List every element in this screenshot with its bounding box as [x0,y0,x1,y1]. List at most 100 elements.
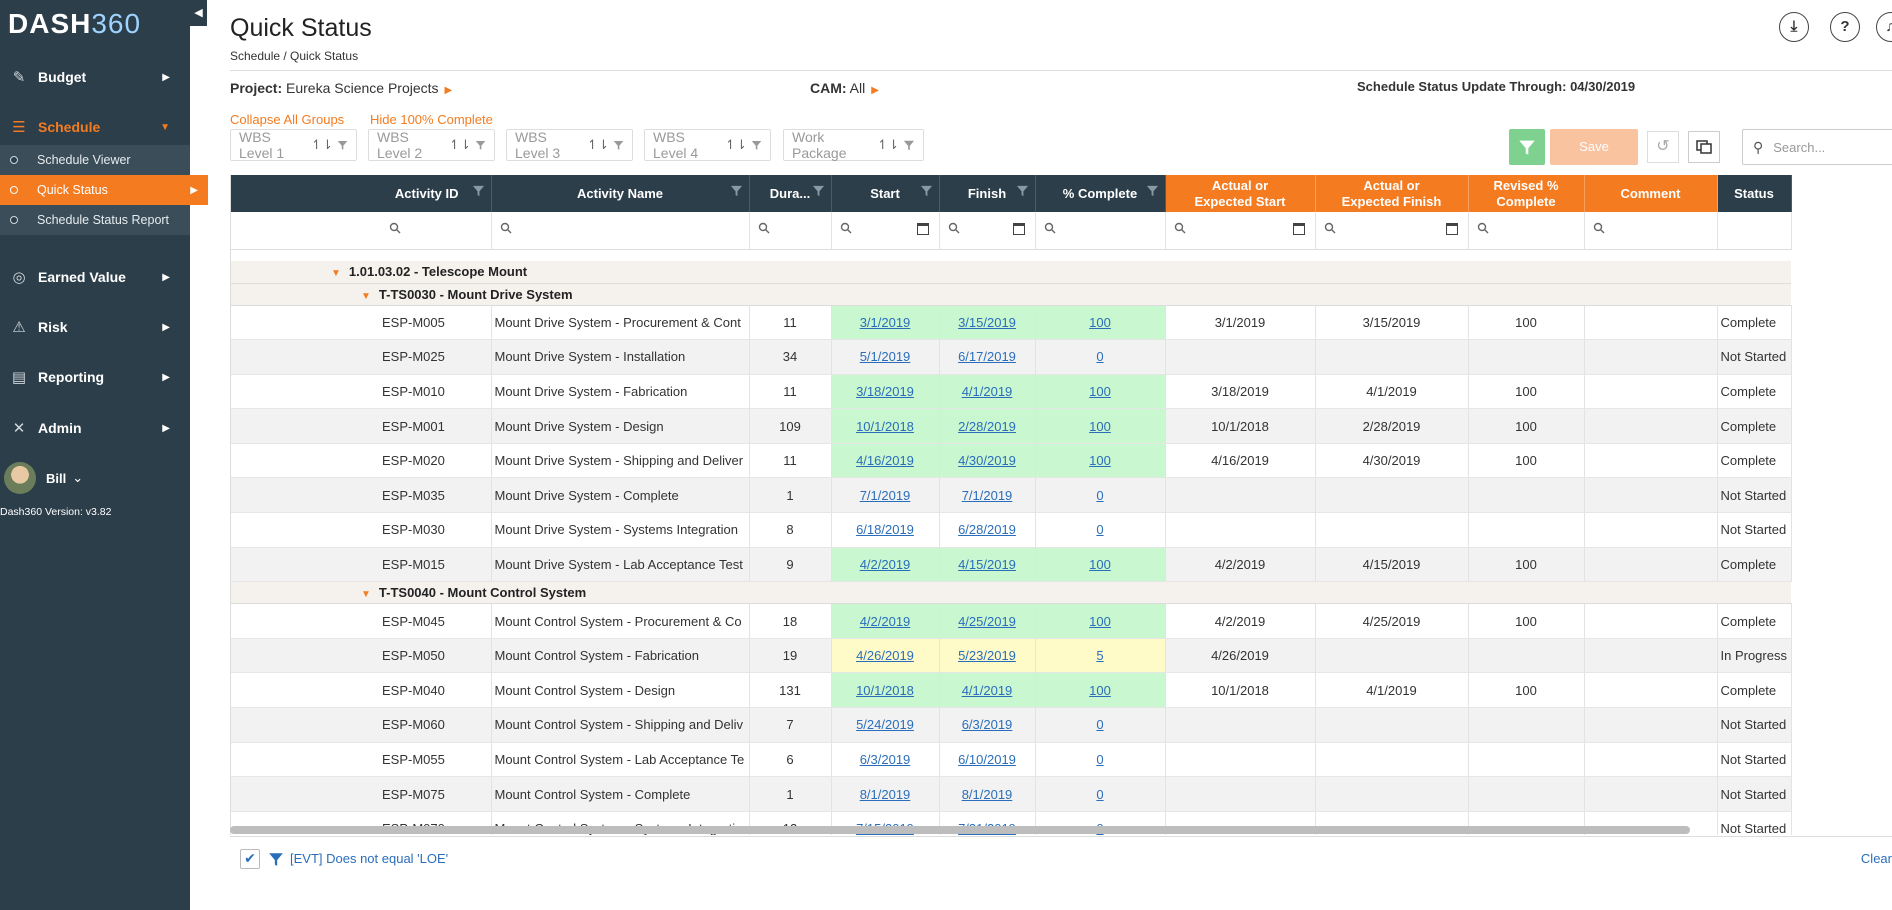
cell-aes[interactable]: 4/2/2019 [1165,603,1316,639]
active-filter-text[interactable]: [EVT] Does not equal 'LOE' [290,851,449,866]
cell-link-finish[interactable]: 5/23/2019 [958,648,1016,664]
cell-finish[interactable]: 6/17/2019 [939,339,1036,375]
cell-link-finish[interactable]: 3/15/2019 [958,314,1016,330]
cell-aef[interactable]: 4/1/2019 [1315,374,1469,410]
caret-down-icon[interactable]: ▼ [361,290,371,302]
group-row-work-package[interactable]: ▼ T-TS0030 - Mount Drive System [231,283,1791,306]
table-row[interactable]: ESP-M020 Mount Drive System - Shipping an… [231,443,1792,479]
cell-link-start[interactable]: 4/2/2019 [859,556,911,572]
filter-icon[interactable] [613,138,624,152]
cell-start[interactable]: 3/1/2019 [831,305,940,341]
cell-comment[interactable] [1584,776,1718,812]
cell-link-pct[interactable]: 100 [1089,682,1111,698]
calendar-icon[interactable] [1445,223,1458,235]
cell-link-start[interactable]: 3/1/2019 [859,314,911,330]
filter-icon[interactable] [337,138,348,152]
cell-pct[interactable]: 0 [1035,339,1166,375]
cell-comment[interactable] [1584,443,1718,479]
cell-link-finish[interactable]: 6/10/2019 [958,751,1016,767]
cell-link-finish[interactable]: 6/3/2019 [961,717,1013,733]
table-row[interactable]: ESP-M055 Mount Control System - Lab Accep… [231,742,1792,778]
cell-link-pct[interactable]: 0 [1096,487,1104,503]
cell-finish[interactable]: 7/1/2019 [939,477,1036,514]
cell-pct[interactable]: 0 [1035,776,1166,812]
cell-link-start[interactable]: 4/2/2019 [859,613,911,629]
cell-link-finish[interactable]: 4/25/2019 [958,613,1016,629]
cell-link-pct[interactable]: 0 [1096,717,1104,733]
cell-finish[interactable]: 6/10/2019 [939,742,1036,778]
cell-aef[interactable] [1315,477,1469,514]
cell-link-start[interactable]: 6/3/2019 [859,751,911,767]
group-chip-wbs-level-1[interactable]: WBS Level 1 ↿⇂ [230,129,357,161]
table-row[interactable]: ESP-M035 Mount Drive System - Complete 1 7/… [231,477,1792,514]
cell-rev[interactable]: 100 [1468,443,1585,479]
sidebar-item-risk[interactable]: ⚠ Risk ▶ [0,307,190,347]
breadcrumb[interactable]: Schedule / Quick Status [230,49,359,63]
cell-pct[interactable]: 100 [1035,408,1166,444]
download-icon[interactable]: ⤓ [1779,12,1809,42]
column-filter-icon[interactable] [1016,184,1029,197]
table-row[interactable]: ESP-M015 Mount Drive System - Lab Accepta… [231,547,1792,583]
cell-link-start[interactable]: 5/1/2019 [859,349,911,365]
cell-link-finish[interactable]: 7/1/2019 [961,487,1013,503]
cell-finish[interactable]: 8/1/2019 [939,776,1036,812]
cell-start[interactable]: 6/18/2019 [831,512,940,548]
cell-aes[interactable]: 3/18/2019 [1165,374,1316,410]
cell-finish[interactable]: 4/1/2019 [939,374,1036,410]
cell-pct[interactable]: 100 [1035,374,1166,410]
cell-pct[interactable]: 0 [1035,707,1166,743]
sidebar-subitem-schedule-status-report[interactable]: Schedule Status Report [0,205,190,235]
horizontal-scrollbar[interactable] [230,826,1690,834]
collapse-all-groups-link[interactable]: Collapse All Groups [230,112,345,127]
cell-aef[interactable]: 2/28/2019 [1315,408,1469,444]
cell-link-finish[interactable]: 4/1/2019 [961,383,1013,399]
cam-selector[interactable]: CAM: All ▶ [810,80,879,96]
column-filter-icon[interactable] [1146,184,1159,197]
cell-rev[interactable] [1468,512,1585,548]
group-row-wbs[interactable]: ▼ 1.01.03.02 - Telescope Mount [231,261,1791,284]
cell-start[interactable]: 3/18/2019 [831,374,940,410]
cell-link-finish[interactable]: 6/17/2019 [958,349,1016,365]
cell-aes[interactable] [1165,707,1316,743]
filter-cell-activity-id[interactable] [231,212,492,250]
cell-link-pct[interactable]: 5 [1096,648,1104,664]
save-button[interactable]: Save [1550,129,1638,165]
cell-aes[interactable]: 3/1/2019 [1165,305,1316,341]
cell-aes[interactable] [1165,512,1316,548]
group-chip-work-package[interactable]: Work Package ↿⇂ [783,129,924,161]
cell-start[interactable]: 4/26/2019 [831,638,940,674]
cell-rev[interactable] [1468,638,1585,674]
calendar-icon[interactable] [1012,223,1025,235]
cell-finish[interactable]: 5/23/2019 [939,638,1036,674]
cell-aef[interactable] [1315,776,1469,812]
cell-aes[interactable]: 4/2/2019 [1165,547,1316,583]
cell-finish[interactable]: 3/15/2019 [939,305,1036,341]
cell-rev[interactable]: 100 [1468,374,1585,410]
project-selector[interactable]: Project: Eureka Science Projects ▶ [230,80,452,96]
cell-aes[interactable] [1165,742,1316,778]
cell-aes[interactable]: 10/1/2018 [1165,408,1316,444]
cell-rev[interactable] [1468,707,1585,743]
table-row[interactable]: ESP-M060 Mount Control System - Shipping … [231,707,1792,743]
filter-cell-duration[interactable] [749,212,832,250]
sort-icon[interactable]: ↿⇂ [725,137,747,152]
cell-link-pct[interactable]: 0 [1096,349,1104,365]
cell-link-start[interactable]: 4/16/2019 [856,453,914,469]
cell-start[interactable]: 4/2/2019 [831,547,940,583]
cell-link-pct[interactable]: 100 [1089,453,1111,469]
filter-icon[interactable] [751,138,762,152]
column-header-finish[interactable]: Finish [939,175,1036,212]
cell-rev[interactable] [1468,477,1585,514]
table-row[interactable]: ESP-M001 Mount Drive System - Design 109 10… [231,408,1792,444]
cell-start[interactable]: 6/3/2019 [831,742,940,778]
table-row[interactable]: ESP-M030 Mount Drive System - Systems Int… [231,512,1792,548]
group-chip-wbs-level-4[interactable]: WBS Level 4 ↿⇂ [644,129,771,161]
filter-checkbox[interactable]: ✔ [240,848,260,869]
filter-cell-comment[interactable] [1584,212,1718,250]
column-header-activity-name[interactable]: Activity Name [491,175,750,212]
cell-pct[interactable]: 100 [1035,443,1166,479]
cell-rev[interactable]: 100 [1468,547,1585,583]
sidebar-item-earned-value[interactable]: ◎ Earned Value ▶ [0,257,190,297]
cell-rev[interactable] [1468,742,1585,778]
cell-pct[interactable]: 100 [1035,547,1166,583]
